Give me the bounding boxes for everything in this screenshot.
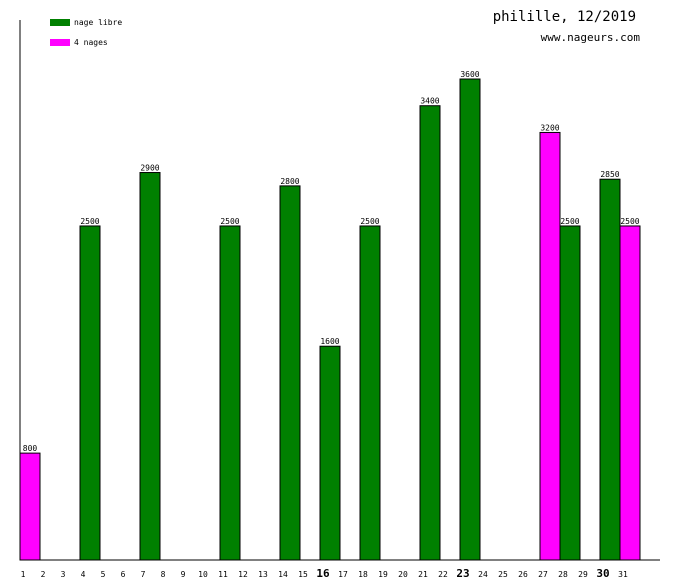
x-tick-label-18: 18	[358, 570, 368, 579]
bar-nage-libre-day-4	[79, 225, 101, 561]
bar-nage-libre-day-30	[599, 178, 621, 561]
x-tick-label-25: 25	[498, 570, 508, 579]
x-tick-label-16: 16	[316, 567, 330, 580]
data-label-4-nages-day-27: 3200	[540, 123, 559, 132]
data-label-nage-libre-day-4: 2500	[80, 217, 99, 226]
x-tick-label-17: 17	[338, 570, 348, 579]
bar-nage-libre-day-21	[419, 105, 441, 561]
legend-swatch-nage-libre	[50, 19, 70, 26]
x-tick-label-6: 6	[121, 570, 126, 579]
data-label-nage-libre-day-18: 2500	[360, 217, 379, 226]
data-label-nage-libre-day-14: 2800	[280, 177, 299, 186]
x-tick-label-29: 29	[578, 570, 588, 579]
x-tick-label-30: 30	[596, 567, 609, 580]
x-tick-label-21: 21	[418, 570, 428, 579]
bar-4-nages-day-27	[539, 131, 561, 561]
x-tick-label-10: 10	[198, 570, 208, 579]
data-label-4-nages-day-1: 800	[23, 444, 38, 453]
x-tick-label-23: 23	[456, 567, 469, 580]
bar-nage-libre-day-16	[319, 345, 341, 561]
bar-nage-libre-day-28	[559, 225, 581, 561]
x-tick-label-12: 12	[238, 570, 248, 579]
x-tick-label-9: 9	[181, 570, 186, 579]
bar-4-nages-day-1	[19, 452, 41, 561]
bar-nage-libre-day-11	[219, 225, 241, 561]
data-label-nage-libre-day-16: 1600	[320, 337, 339, 346]
data-label-nage-libre-day-28: 2500	[560, 217, 579, 226]
x-tick-label-11: 11	[218, 570, 228, 579]
legend-item-4-nages: 4 nages	[50, 38, 108, 47]
x-tick-label-2: 2	[41, 570, 46, 579]
x-tick-label-15: 15	[298, 570, 308, 579]
x-tick-label-3: 3	[61, 570, 66, 579]
site-url: www.nageurs.com	[540, 31, 640, 44]
data-label-nage-libre-day-7: 2900	[140, 164, 159, 173]
bar-nage-libre-day-23	[459, 78, 481, 561]
data-label-nage-libre-day-11: 2500	[220, 217, 239, 226]
bar-nage-libre-day-14	[279, 185, 301, 561]
data-label-4-nages-day-31: 2500	[620, 217, 639, 226]
x-tick-label-1: 1	[21, 570, 26, 579]
x-tick-label-7: 7	[141, 570, 146, 579]
legend-swatch-4-nages	[50, 39, 70, 46]
x-tick-label-28: 28	[558, 570, 568, 579]
bar-nage-libre-day-18	[359, 225, 381, 561]
bar-nage-libre-day-7	[139, 172, 161, 561]
x-tick-label-4: 4	[81, 570, 86, 579]
x-tick-label-22: 22	[438, 570, 448, 579]
data-label-nage-libre-day-30: 2850	[600, 170, 619, 179]
x-tick-label-20: 20	[398, 570, 408, 579]
data-label-nage-libre-day-23: 3600	[460, 70, 479, 79]
x-tick-label-19: 19	[378, 570, 388, 579]
x-tick-label-5: 5	[101, 570, 106, 579]
chart-title: philille, 12/2019	[492, 9, 636, 25]
x-tick-label-24: 24	[478, 570, 488, 579]
x-tick-label-31: 31	[618, 570, 628, 579]
legend-label-4-nages: 4 nages	[74, 38, 108, 47]
x-tick-label-14: 14	[278, 570, 288, 579]
x-tick-label-27: 27	[538, 570, 548, 579]
x-tick-label-13: 13	[258, 570, 268, 579]
bar-4-nages-day-31	[619, 225, 641, 561]
data-label-nage-libre-day-21: 3400	[420, 97, 439, 106]
x-tick-label-8: 8	[161, 570, 166, 579]
legend-label-nage-libre: nage libre	[74, 18, 123, 27]
legend-item-nage-libre: nage libre	[50, 18, 122, 27]
x-tick-label-26: 26	[518, 570, 528, 579]
